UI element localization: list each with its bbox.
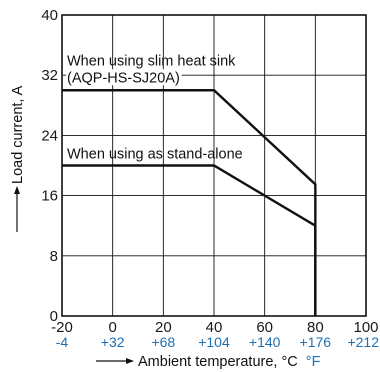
x-tick-labels-celsius: -20 0 20 40 60 80 100: [51, 319, 378, 336]
y-tick-label: 8: [50, 248, 58, 265]
series-label-2: When using as stand-alone: [67, 147, 243, 163]
x-tick-label-fahrenheit: +32: [101, 334, 125, 350]
annotations: When using slim heat sink(AQP-HS-SJ20A) W…: [66, 53, 243, 163]
grid-lines: [62, 15, 366, 316]
x-axis-label-celsius: Ambient temperature, °C: [138, 354, 298, 370]
x-tick-label-celsius: -20: [51, 319, 73, 336]
x-axis-label: Ambient temperature, °C °F: [138, 354, 321, 370]
x-tick-label-fahrenheit: +140: [249, 334, 281, 350]
x-tick-label-celsius: 20: [155, 319, 172, 336]
series-lines: [62, 89, 317, 316]
x-tick-label-fahrenheit: +68: [151, 334, 175, 350]
series-label-1-line1: When using slim heat sink: [67, 53, 236, 69]
y-tick-labels: 0 8 16 24 32 40: [41, 7, 58, 325]
y-tick-label: 16: [41, 188, 58, 205]
x-tick-label-celsius: 60: [256, 319, 273, 336]
y-tick-label: 32: [41, 67, 58, 84]
x-tick-label-fahrenheit: +104: [198, 334, 230, 350]
x-axis-title: Ambient temperature, °C °F: [96, 354, 321, 370]
y-axis-arrow-head: [14, 186, 20, 194]
x-tick-label-fahrenheit: +176: [300, 334, 332, 350]
series-line-2: [62, 164, 317, 316]
x-axis-label-fahrenheit: °F: [306, 354, 321, 370]
x-tick-label-fahrenheit: -4: [56, 334, 69, 350]
x-tick-label-celsius: 0: [108, 319, 116, 336]
x-tick-labels-fahrenheit: -4 +32 +68 +104 +140 +176 +212: [56, 334, 379, 350]
x-tick-label-celsius: 40: [206, 319, 223, 336]
x-tick-label-fahrenheit: +212: [347, 334, 379, 350]
x-axis-arrow-head: [126, 358, 134, 364]
x-tick-label-celsius: 80: [307, 319, 324, 336]
x-tick-label-celsius: 100: [353, 319, 378, 336]
series-label-1-line2-bg: [66, 69, 182, 86]
series-label-1-line2: (AQP-HS-SJ20A): [67, 70, 180, 86]
y-tick-label: 24: [41, 127, 58, 144]
y-tick-label: 0: [50, 308, 58, 325]
y-axis-title: Load current, A: [10, 85, 26, 232]
y-axis-label: Load current, A: [10, 85, 26, 184]
y-tick-label: 40: [41, 7, 58, 24]
